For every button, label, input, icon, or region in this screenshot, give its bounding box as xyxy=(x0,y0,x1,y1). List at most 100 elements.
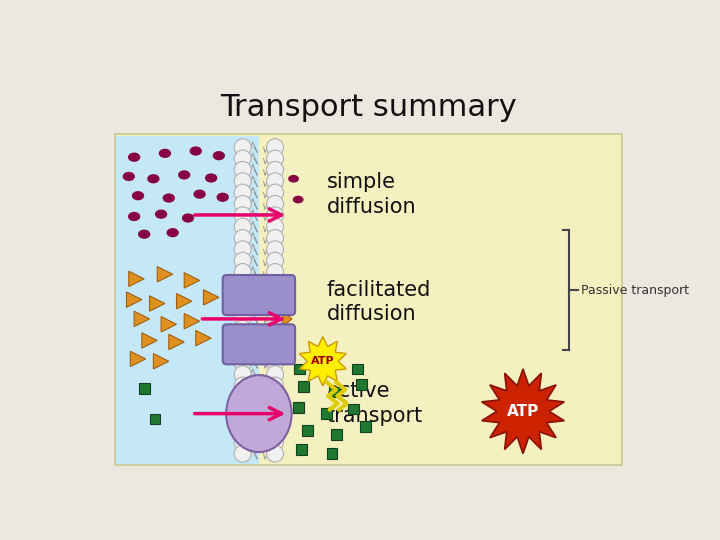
Circle shape xyxy=(234,184,251,201)
Circle shape xyxy=(266,388,284,406)
Polygon shape xyxy=(184,314,199,329)
Circle shape xyxy=(266,411,284,428)
Circle shape xyxy=(234,139,251,156)
FancyBboxPatch shape xyxy=(222,275,295,315)
Circle shape xyxy=(266,434,284,451)
Ellipse shape xyxy=(163,193,175,202)
Circle shape xyxy=(234,150,251,167)
Ellipse shape xyxy=(178,170,190,179)
Circle shape xyxy=(234,354,251,372)
Circle shape xyxy=(234,343,251,360)
Ellipse shape xyxy=(205,173,217,183)
Polygon shape xyxy=(204,289,219,305)
Ellipse shape xyxy=(132,191,144,200)
Ellipse shape xyxy=(293,195,304,204)
Bar xyxy=(360,421,371,432)
Polygon shape xyxy=(127,292,142,307)
Ellipse shape xyxy=(128,212,140,221)
Ellipse shape xyxy=(194,190,206,199)
Circle shape xyxy=(266,354,284,372)
Bar xyxy=(302,425,312,436)
Ellipse shape xyxy=(288,175,299,183)
Ellipse shape xyxy=(155,210,167,219)
Circle shape xyxy=(266,230,284,246)
Circle shape xyxy=(266,139,284,156)
Circle shape xyxy=(234,173,251,190)
Circle shape xyxy=(266,343,284,360)
Circle shape xyxy=(266,366,284,383)
Circle shape xyxy=(266,298,284,315)
Polygon shape xyxy=(196,330,211,346)
Bar xyxy=(139,383,150,394)
Circle shape xyxy=(266,195,284,212)
Circle shape xyxy=(234,218,251,235)
Ellipse shape xyxy=(212,151,225,160)
Circle shape xyxy=(266,275,284,292)
Circle shape xyxy=(234,388,251,406)
Bar xyxy=(348,403,359,414)
Circle shape xyxy=(234,275,251,292)
Text: Passive transport: Passive transport xyxy=(581,284,689,296)
Bar xyxy=(150,414,161,424)
Text: simple
diffusion: simple diffusion xyxy=(327,172,416,217)
Text: Transport summary: Transport summary xyxy=(220,93,518,122)
Ellipse shape xyxy=(122,172,135,181)
Polygon shape xyxy=(176,294,192,309)
Circle shape xyxy=(266,252,284,269)
Polygon shape xyxy=(161,316,176,332)
FancyBboxPatch shape xyxy=(115,134,621,465)
Ellipse shape xyxy=(138,230,150,239)
Circle shape xyxy=(234,411,251,428)
Bar xyxy=(296,444,307,455)
Polygon shape xyxy=(184,273,199,288)
Circle shape xyxy=(234,422,251,440)
Circle shape xyxy=(266,400,284,417)
Polygon shape xyxy=(157,267,173,282)
Polygon shape xyxy=(150,296,165,311)
Polygon shape xyxy=(283,311,292,327)
Text: ATP: ATP xyxy=(311,356,335,366)
Circle shape xyxy=(234,332,251,349)
Polygon shape xyxy=(168,334,184,350)
Ellipse shape xyxy=(159,148,171,158)
Circle shape xyxy=(234,445,251,462)
Polygon shape xyxy=(300,336,346,386)
Polygon shape xyxy=(482,369,564,454)
Bar xyxy=(325,354,336,364)
Bar xyxy=(298,381,309,392)
Circle shape xyxy=(234,366,251,383)
Circle shape xyxy=(266,445,284,462)
Ellipse shape xyxy=(217,193,229,202)
Circle shape xyxy=(234,377,251,394)
Text: facilitated
diffusion: facilitated diffusion xyxy=(327,280,431,325)
Circle shape xyxy=(266,161,284,178)
Circle shape xyxy=(266,377,284,394)
Bar xyxy=(117,136,259,464)
Text: ATP: ATP xyxy=(507,404,539,419)
Ellipse shape xyxy=(182,213,194,222)
Circle shape xyxy=(234,309,251,326)
Bar xyxy=(327,448,338,459)
Circle shape xyxy=(266,320,284,338)
Polygon shape xyxy=(130,351,145,367)
Circle shape xyxy=(234,161,251,178)
FancyBboxPatch shape xyxy=(222,325,295,364)
Circle shape xyxy=(234,241,251,258)
Bar xyxy=(331,429,342,440)
Circle shape xyxy=(234,195,251,212)
Circle shape xyxy=(266,241,284,258)
Circle shape xyxy=(234,400,251,417)
Circle shape xyxy=(266,309,284,326)
Circle shape xyxy=(234,252,251,269)
Polygon shape xyxy=(153,354,168,369)
Polygon shape xyxy=(129,271,144,287)
Circle shape xyxy=(234,434,251,451)
Bar xyxy=(329,387,340,397)
Circle shape xyxy=(266,184,284,201)
Circle shape xyxy=(266,422,284,440)
Ellipse shape xyxy=(148,174,160,184)
Circle shape xyxy=(266,218,284,235)
Bar xyxy=(352,363,363,374)
Circle shape xyxy=(234,230,251,246)
Circle shape xyxy=(234,286,251,303)
